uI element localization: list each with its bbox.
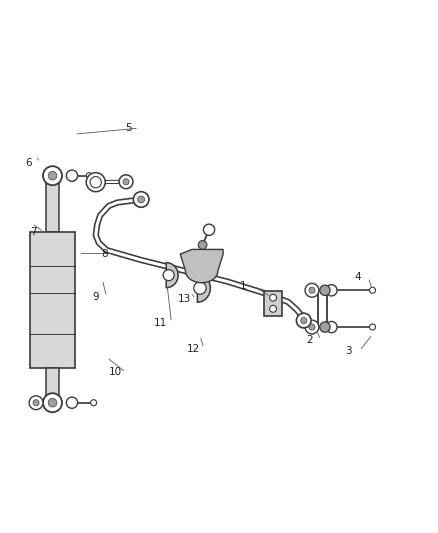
Text: 5: 5 <box>125 123 131 133</box>
Bar <box>265 290 282 316</box>
Polygon shape <box>166 263 178 288</box>
Circle shape <box>203 224 215 236</box>
Circle shape <box>326 285 337 296</box>
Circle shape <box>309 287 315 293</box>
Circle shape <box>163 270 174 281</box>
Circle shape <box>309 324 315 330</box>
Circle shape <box>48 172 57 180</box>
Text: 13: 13 <box>178 294 191 304</box>
Text: 8: 8 <box>101 248 108 259</box>
Text: 3: 3 <box>346 346 352 356</box>
Circle shape <box>119 175 133 189</box>
Circle shape <box>33 400 39 406</box>
Text: 2: 2 <box>307 335 313 345</box>
Circle shape <box>370 324 375 330</box>
Text: 9: 9 <box>92 292 99 302</box>
Text: 4: 4 <box>354 272 361 282</box>
Circle shape <box>43 393 62 412</box>
Circle shape <box>134 192 149 207</box>
Circle shape <box>91 400 97 406</box>
Text: 12: 12 <box>187 344 200 354</box>
Circle shape <box>66 170 78 181</box>
Circle shape <box>326 321 337 333</box>
Circle shape <box>370 287 375 293</box>
Circle shape <box>138 196 145 203</box>
Bar <box>46 178 59 232</box>
Polygon shape <box>198 274 210 302</box>
Circle shape <box>48 398 57 407</box>
Circle shape <box>29 396 43 410</box>
Circle shape <box>270 294 276 301</box>
Polygon shape <box>180 249 223 282</box>
Text: 1: 1 <box>240 281 246 291</box>
Bar <box>46 368 59 396</box>
Bar <box>30 232 75 368</box>
Circle shape <box>270 305 276 312</box>
Circle shape <box>90 176 101 188</box>
Circle shape <box>198 240 207 249</box>
Circle shape <box>320 285 330 295</box>
Text: 10: 10 <box>109 367 122 377</box>
Circle shape <box>305 320 319 334</box>
Circle shape <box>301 318 307 324</box>
Circle shape <box>320 322 330 332</box>
Circle shape <box>194 282 206 294</box>
Circle shape <box>123 179 129 185</box>
Circle shape <box>43 166 62 185</box>
Circle shape <box>86 173 92 179</box>
Circle shape <box>66 397 78 408</box>
Text: 7: 7 <box>30 227 36 237</box>
Text: 11: 11 <box>154 318 167 328</box>
Circle shape <box>86 173 105 192</box>
Circle shape <box>305 284 319 297</box>
Text: 6: 6 <box>25 158 32 168</box>
Circle shape <box>297 313 311 328</box>
